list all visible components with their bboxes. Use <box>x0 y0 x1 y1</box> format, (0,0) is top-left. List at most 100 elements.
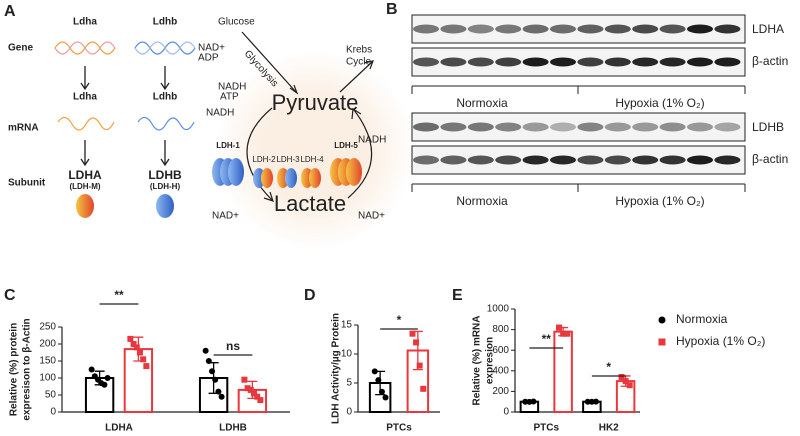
blot-band <box>467 122 494 132</box>
data-point <box>250 390 257 397</box>
data-point <box>416 362 423 369</box>
data-point <box>202 347 209 354</box>
isozyme-label: LDH-1 <box>216 141 240 150</box>
legend-marker <box>658 316 666 324</box>
blot-band <box>522 57 549 67</box>
blot-band <box>522 155 549 165</box>
blot-band <box>577 24 604 34</box>
y-tick-label: 0 <box>503 407 509 418</box>
x-tick-label: PTCs <box>533 423 559 434</box>
y-axis-label: expresion <box>485 337 496 384</box>
blot-band <box>714 57 741 67</box>
pathway-label: Glucose <box>218 17 255 28</box>
data-point <box>530 398 537 405</box>
blot-band <box>495 122 522 132</box>
isozyme-icons <box>212 158 362 188</box>
blot-band <box>522 24 549 34</box>
panel-letter: E <box>452 287 463 304</box>
data-point <box>101 381 108 388</box>
blot-band <box>632 57 659 67</box>
blot-band <box>632 155 659 165</box>
panel-letter: A <box>4 3 16 20</box>
blot-band <box>467 155 494 165</box>
significance-label: * <box>606 360 611 374</box>
y-tick-label: 0 <box>50 407 56 418</box>
blot-band <box>413 24 439 34</box>
blot-band <box>550 122 576 132</box>
dna-wave <box>134 41 196 55</box>
blot-band <box>687 24 713 34</box>
data-point <box>382 394 389 401</box>
data-point <box>371 368 378 375</box>
group-bracket <box>411 85 746 192</box>
x-tick-label: HK2 <box>599 423 619 434</box>
mrna-label: Ldha <box>73 92 97 103</box>
blot-band <box>522 122 549 132</box>
pathway-label: NADH <box>218 82 246 93</box>
blot-band <box>659 24 686 34</box>
blot-band <box>604 155 631 165</box>
isozyme-label: LDH-4 <box>300 155 324 164</box>
mrna-wave <box>57 116 115 131</box>
data-point <box>241 376 248 383</box>
pathway-label: NAD+ <box>198 43 225 54</box>
y-tick-label: 1000 <box>487 304 510 315</box>
subunit-label: LDHA <box>68 168 102 182</box>
y-tick-label: 150 <box>39 356 56 367</box>
blot-band <box>495 155 522 165</box>
blot-band <box>714 24 741 34</box>
arrow <box>347 107 373 199</box>
data-point <box>104 375 111 381</box>
data-point <box>592 398 599 405</box>
pathway-label: Cycle <box>346 57 371 68</box>
data-point <box>136 349 143 356</box>
data-point <box>244 385 251 392</box>
blot-band <box>687 57 713 67</box>
y-tick-label: 200 <box>492 386 509 397</box>
pathway-label: Krebs <box>346 45 372 56</box>
blot-label: β-actin <box>752 152 788 166</box>
blot-band <box>577 155 604 165</box>
data-point <box>88 366 95 373</box>
y-axis-label: Relative (%) mRNA <box>472 315 483 405</box>
y-tick-label: 0 <box>346 407 352 418</box>
isozyme-label: LDH-3 <box>276 155 300 164</box>
data-point <box>556 324 563 331</box>
significance-label: ** <box>542 332 552 346</box>
y-tick-label: 600 <box>492 345 509 356</box>
pathway-label: ADP <box>198 53 219 64</box>
data-point <box>143 363 150 370</box>
blot-band <box>632 24 659 34</box>
blot-band <box>687 155 713 165</box>
isozyme-label: LDH-2 <box>252 155 276 164</box>
row-label: Gene <box>8 43 33 54</box>
data-point <box>215 388 222 395</box>
data-point <box>140 356 147 363</box>
mrna-wave <box>137 116 195 131</box>
row-label: mRNA <box>8 123 39 134</box>
data-point <box>212 376 219 383</box>
pathway-label: Pyruvate <box>272 90 359 115</box>
data-point <box>257 397 264 404</box>
x-tick-label: PTCs <box>386 423 412 434</box>
blot-label: LDHA <box>752 22 784 36</box>
data-point <box>127 335 134 342</box>
subunit-label: LDHB <box>148 168 182 182</box>
group-label: Normoxia <box>456 194 508 208</box>
data-point <box>622 378 629 385</box>
data-point <box>378 388 385 395</box>
panel-b: B LDHA β-actin Normoxia Hypoxia (1% O₂) … <box>386 1 788 208</box>
y-tick-label: 10 <box>341 349 353 360</box>
data-point <box>218 393 225 400</box>
bar <box>553 330 573 413</box>
y-tick-label: 200 <box>39 339 56 350</box>
isozyme-label: LDH-5 <box>334 141 358 150</box>
pathway-label: NADH <box>206 108 234 119</box>
blot-band <box>604 57 631 67</box>
x-tick-label: LDHA <box>105 423 133 434</box>
arrow <box>339 60 374 93</box>
legend-label: Hypoxia (1% O₂) <box>676 334 765 348</box>
blot-band <box>577 122 604 132</box>
x-tick-label: LDHB <box>219 423 247 434</box>
